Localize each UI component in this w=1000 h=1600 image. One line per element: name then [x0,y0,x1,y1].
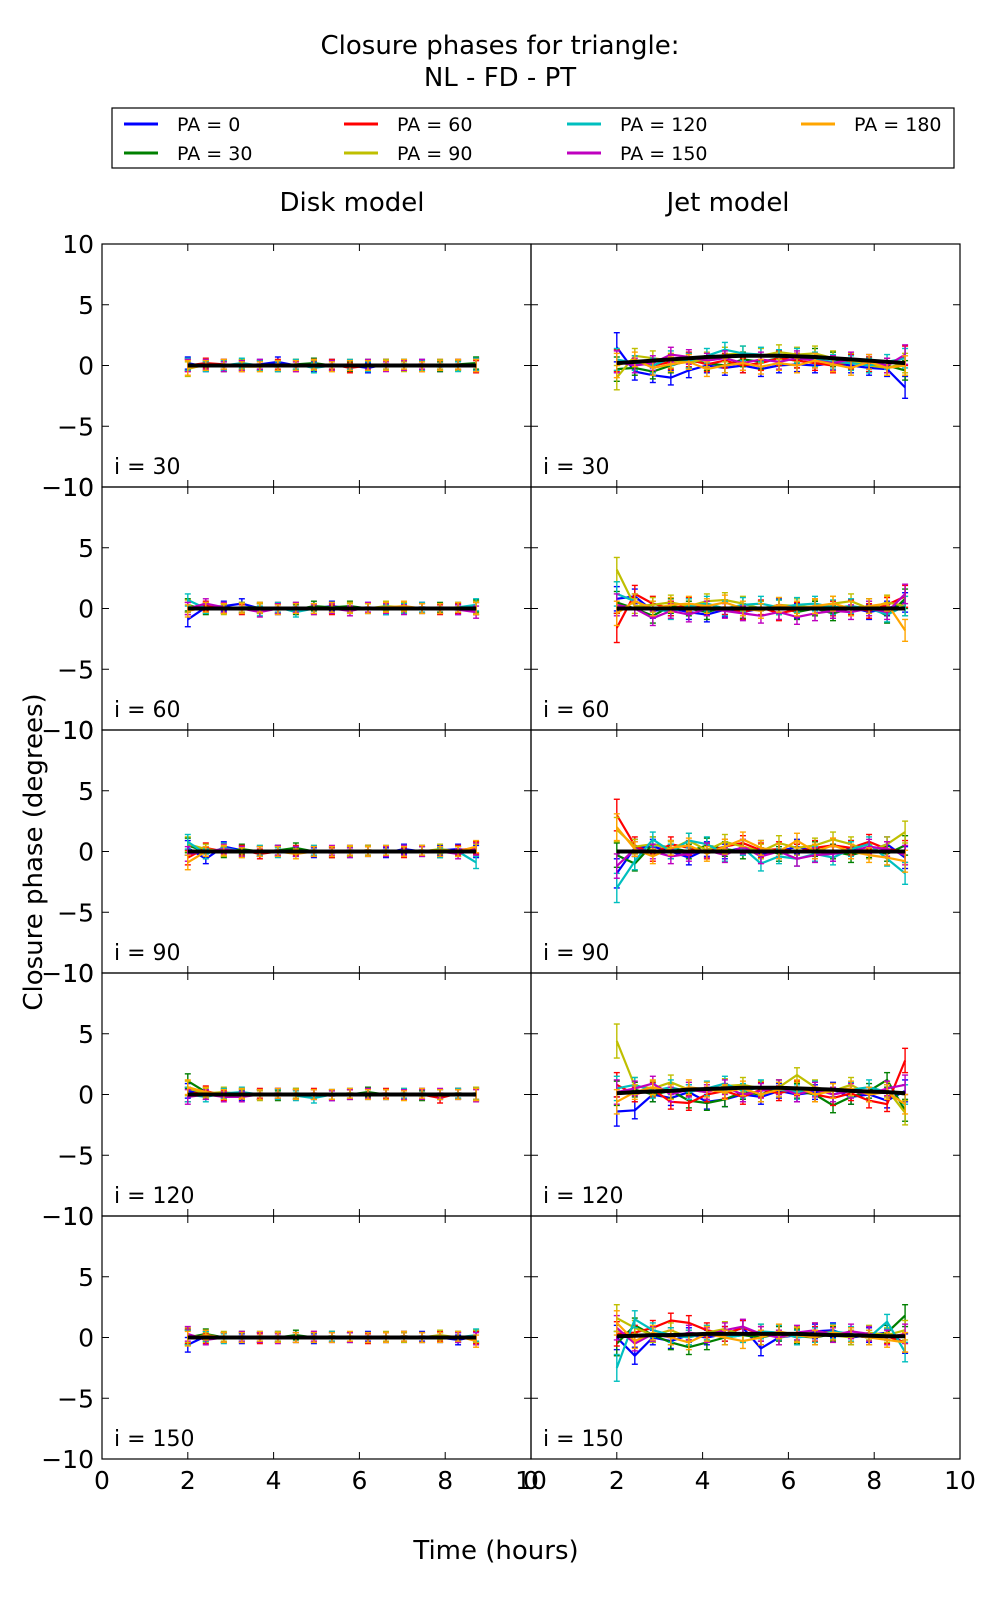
legend-label: PA = 60 [397,114,472,136]
inclination-label: i = 150 [543,1427,624,1452]
inclination-label: i = 60 [114,698,181,723]
y-axis-label: Closure phase (degrees) [19,693,49,1010]
x-tick-label: 10 [944,1466,976,1495]
y-tick-label: 10 [62,716,94,745]
x-tick-label: 0 [94,1466,110,1495]
y-tick-label: 5 [78,534,94,563]
y-tick-label: 5 [78,1020,94,1049]
column-title-jet: Jet model [664,188,789,218]
y-tick-label: −5 [57,655,94,684]
inclination-label: i = 90 [114,941,181,966]
figure-title: Closure phases for triangle: [321,31,680,61]
legend-label: PA = 120 [620,114,708,136]
x-tick-label: 8 [866,1466,882,1495]
x-tick-label: 4 [266,1466,282,1495]
figure-background [0,0,1000,1600]
x-tick-label: 0 [523,1466,539,1495]
inclination-label: i = 90 [543,941,610,966]
inclination-label: i = 120 [543,1184,624,1209]
y-tick-label: 10 [62,1202,94,1231]
y-tick-label: 5 [78,777,94,806]
x-tick-label: 2 [609,1466,625,1495]
y-tick-label: −5 [57,1141,94,1170]
y-tick-label: 0 [78,838,94,867]
x-tick-label: 4 [695,1466,711,1495]
column-title-disk: Disk model [279,188,424,218]
y-tick-label: 0 [78,1324,94,1353]
y-tick-label: 5 [78,1263,94,1292]
x-tick-label: 8 [437,1466,453,1495]
y-tick-label: 10 [62,230,94,259]
inclination-label: i = 150 [114,1427,195,1452]
legend-label: PA = 180 [854,114,942,136]
inclination-label: i = 60 [543,698,610,723]
y-tick-label: 0 [78,1081,94,1110]
x-axis-label: Time (hours) [412,1536,578,1566]
x-tick-label: 2 [180,1466,196,1495]
y-tick-label: −5 [57,898,94,927]
figure-subtitle: NL - FD - PT [424,63,576,93]
y-tick-label: −10 [41,1445,94,1474]
y-tick-label: 10 [62,959,94,988]
y-tick-label: 5 [78,291,94,320]
inclination-label: i = 30 [543,455,610,480]
inclination-label: i = 30 [114,455,181,480]
legend-label: PA = 150 [620,143,708,165]
y-tick-label: −5 [57,412,94,441]
x-tick-label: 6 [351,1466,367,1495]
legend-label: PA = 0 [177,114,240,136]
legend: PA = 0 PA = 30 PA = 60 PA = 90 PA = 120 PA = … [112,108,954,168]
y-tick-label: −5 [57,1384,94,1413]
y-tick-label: 0 [78,595,94,624]
legend-label: PA = 90 [397,143,472,165]
y-tick-label: 10 [62,473,94,502]
x-tick-label: 6 [780,1466,796,1495]
closure-phase-figure: Closure phases for triangle: NL - FD - P… [0,0,1000,1600]
y-tick-label: 0 [78,352,94,381]
inclination-label: i = 120 [114,1184,195,1209]
legend-label: PA = 30 [177,143,252,165]
